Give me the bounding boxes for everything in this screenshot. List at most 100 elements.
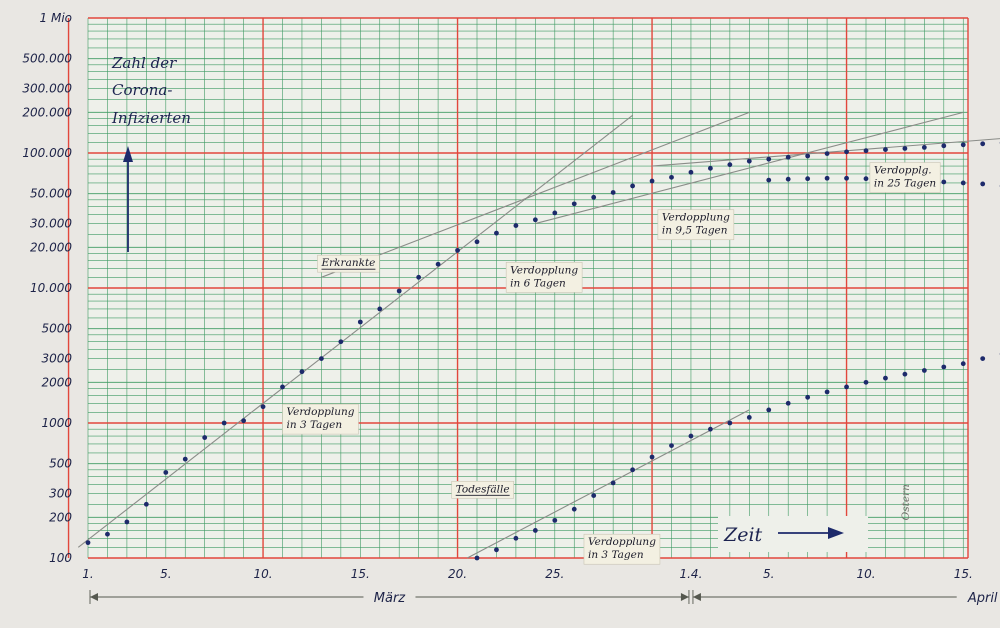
data-point [630, 467, 635, 473]
data-point [688, 169, 694, 175]
x-tick-label: 15. [351, 567, 370, 581]
data-point [785, 154, 791, 160]
x-tick-label: 1. [82, 567, 93, 581]
data-point [902, 146, 908, 151]
data-point [163, 470, 169, 475]
y-tick-label: 3000 [41, 352, 72, 366]
data-point [532, 528, 538, 533]
month-arrow-left [90, 593, 98, 601]
data-point [746, 158, 752, 164]
y-tick-label: 200 [49, 510, 72, 524]
data-point [844, 175, 849, 181]
data-point [805, 176, 811, 182]
annotation-box [282, 403, 359, 435]
month-label: März [374, 591, 407, 606]
data-point [669, 443, 674, 449]
data-point [105, 531, 110, 537]
data-point [980, 356, 986, 361]
month-arrow-right [680, 593, 689, 601]
annotation: Verdopplg.in 25 Tagen [869, 162, 941, 193]
annotation-text: in 3 Tagen [287, 419, 343, 431]
data-point [766, 156, 772, 162]
y-tick-label: 500 [49, 457, 72, 471]
month-label: April [967, 591, 998, 606]
annotation-text: Verdopplg. [874, 165, 932, 177]
data-point [221, 420, 227, 426]
data-point [377, 306, 383, 312]
data-point [143, 501, 149, 507]
data-point [785, 176, 791, 182]
data-point [863, 176, 869, 182]
trend-line [77, 114, 633, 548]
data-point [921, 145, 927, 150]
y-axis-title: Zahl der Corona- Infizierten [111, 54, 191, 127]
data-point [552, 517, 558, 523]
annotation-text: Erkrankte [321, 257, 376, 269]
annotation-box [317, 254, 380, 273]
trend-line [467, 409, 750, 559]
y-tick-label: 300 [49, 487, 72, 501]
y-tick-label: 5000 [41, 322, 72, 336]
annotation-text: Verdopplung [510, 264, 578, 276]
x-tick-label: 25. [545, 567, 564, 581]
data-point [571, 506, 577, 512]
trend-line [321, 111, 750, 278]
data-point [299, 369, 305, 375]
x-axis-title: Zeit [723, 524, 763, 546]
data-point [766, 177, 772, 183]
data-point [941, 364, 947, 370]
annotation-text: Verdopplung [287, 406, 355, 418]
month-label-bg [956, 588, 1000, 604]
data-point [863, 148, 869, 154]
y-axis-title-line-2: Corona- [112, 81, 172, 99]
data-point [610, 190, 616, 195]
annotation-text: Ostern [900, 484, 912, 520]
data-point [824, 175, 830, 181]
annotation: Todesfälle [451, 480, 514, 499]
annotation-box [451, 480, 514, 499]
x-tick-label: 10. [254, 567, 273, 581]
annotation-text: in 6 Tagen [510, 277, 566, 289]
x-tick-label: 10. [856, 567, 875, 581]
data-point [396, 288, 402, 294]
data-point [532, 217, 538, 223]
data-point [688, 433, 694, 439]
y-tick-label: 1000 [41, 416, 72, 430]
y-tick-label: 20.000 [30, 240, 72, 254]
annotation-text: in 9,5 Tagen [662, 225, 728, 237]
month-arrow-left [692, 593, 701, 601]
y-tick-label: 100 [49, 551, 72, 565]
annotation-text: Verdopplung [662, 212, 730, 224]
data-point [824, 151, 830, 156]
y-tick-label: 30.000 [30, 217, 72, 231]
y-tick-label: 2000 [41, 375, 72, 389]
data-point [960, 180, 966, 186]
data-point [805, 153, 811, 159]
data-point [844, 384, 849, 390]
data-point [435, 261, 441, 267]
data-point [941, 179, 947, 185]
data-point [630, 183, 635, 189]
series-group [85, 141, 1000, 546]
data-point [182, 456, 188, 462]
x-tick-label: 15. [954, 567, 973, 581]
y-axis-ticks: 1 Mio 500.000 300.000 200.000 100.000 50.000 3… [22, 11, 72, 565]
y-tick-label: 1 Mio [40, 11, 72, 25]
data-point [455, 247, 460, 253]
x-axis-ticks: 1.5.10.15.20.25.1.4.5.10.15.20.25.30. [82, 567, 973, 581]
x-tick-label: 20. [448, 567, 467, 581]
annotation: Ostern [900, 484, 912, 520]
data-point [649, 178, 655, 184]
annotation-text: in 3 Tagen [588, 549, 644, 561]
data-point [708, 165, 713, 171]
data-point [921, 368, 927, 373]
month-label-bg [363, 588, 416, 604]
y-tick-label: 300.000 [22, 82, 72, 96]
data-point [357, 319, 363, 325]
data-point [746, 415, 752, 420]
